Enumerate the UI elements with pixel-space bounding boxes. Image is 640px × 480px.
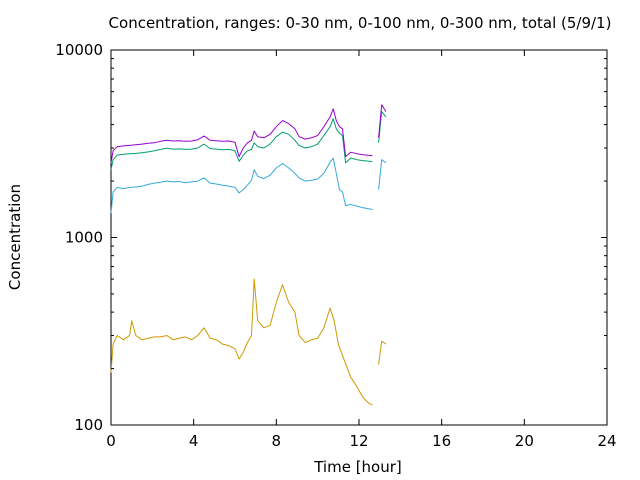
x-tick-label: 8 [272, 432, 282, 450]
plot-frame [110, 49, 608, 426]
y-tick-label: 1000 [65, 229, 103, 247]
x-tick-label: 0 [106, 432, 116, 450]
series-line-1-segment-1 [110, 278, 373, 406]
series-line-4-segment-1 [110, 108, 373, 163]
x-tick-label: 16 [432, 432, 451, 450]
plot-border [110, 49, 608, 426]
chart-title: Concentration, ranges: 0-30 nm, 0-100 nm… [109, 14, 612, 32]
series-line-3-segment-2 [378, 111, 387, 143]
y-tick-label: 10000 [55, 41, 103, 59]
series-line-1-segment-2 [378, 340, 387, 365]
x-tick-label: 4 [189, 432, 199, 450]
series-line-2-segment-2 [378, 159, 387, 190]
series-lines [110, 104, 387, 406]
x-tick-label: 12 [349, 432, 368, 450]
y-axis-label: Concentration [6, 184, 24, 290]
series-line-2-segment-1 [110, 157, 373, 214]
x-axis-label: Time [hour] [313, 458, 402, 476]
y-tick-label: 100 [74, 416, 103, 434]
x-tick-label: 20 [515, 432, 534, 450]
axis-ticks: 0 4 8 12 16 20 24 100 1000 10000 [55, 41, 616, 450]
x-tick-label: 24 [597, 432, 616, 450]
series-line-4-segment-2 [378, 104, 387, 138]
series-line-3-segment-1 [110, 118, 373, 170]
